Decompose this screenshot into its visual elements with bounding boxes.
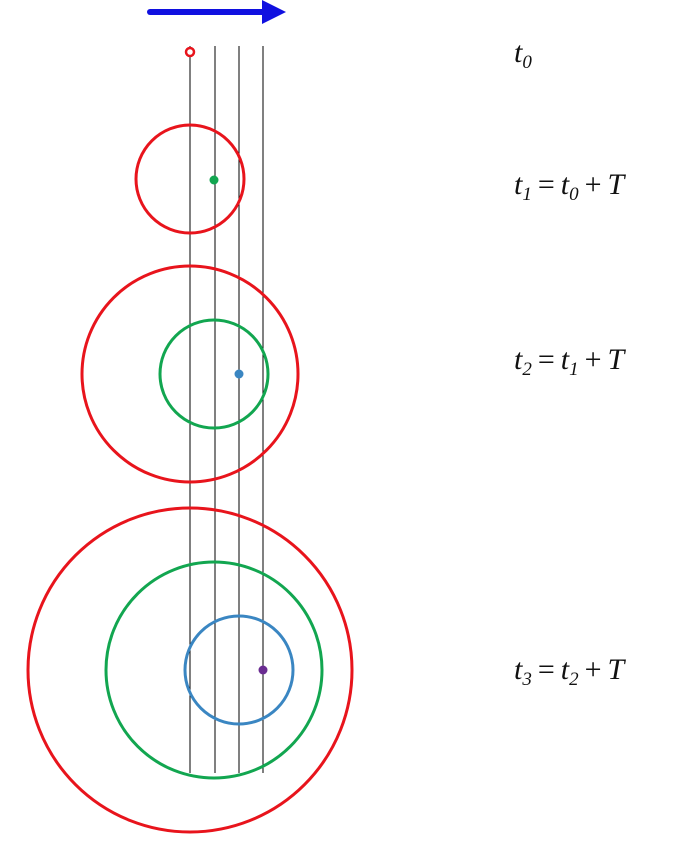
time-label-t2: t2 = t1 + T <box>514 343 625 380</box>
plus-sign: + <box>584 653 602 686</box>
label-lhs-subscript: 3 <box>522 669 532 690</box>
label-lhs-subscript: 2 <box>522 359 532 380</box>
label-lhs: t <box>514 653 523 686</box>
period-symbol: T <box>607 653 625 686</box>
row-t3 <box>26 506 354 834</box>
equals-sign: = <box>537 168 555 201</box>
time-label-t0: t0 <box>514 36 532 73</box>
row-t1 <box>134 123 246 235</box>
label-base: t <box>514 36 523 69</box>
wavefront-from-t0 <box>134 123 246 235</box>
motion-direction-arrow <box>147 0 286 24</box>
guide-lines <box>189 46 264 773</box>
label-lhs-subscript: 1 <box>522 184 532 205</box>
wavefront-from-t1 <box>104 560 324 780</box>
plus-sign: + <box>584 168 602 201</box>
source-point-t2 <box>234 369 244 379</box>
label-rhs-subscript: 0 <box>569 184 579 205</box>
wavefront-from-t1 <box>158 318 270 430</box>
wavefront-from-t0 <box>26 506 354 834</box>
wavefront-from-t2 <box>183 614 295 726</box>
source-point-t0 <box>184 46 196 58</box>
row-t0 <box>184 46 196 58</box>
label-rhs-subscript: 2 <box>569 669 579 690</box>
label-rhs: t <box>560 653 570 686</box>
period-symbol: T <box>607 168 625 201</box>
label-rhs-subscript: 1 <box>569 359 579 380</box>
equals-sign: = <box>537 653 555 686</box>
label-rhs: t <box>560 168 570 201</box>
plus-sign: + <box>584 343 602 376</box>
arrow-head <box>262 0 286 24</box>
equals-sign: = <box>537 343 555 376</box>
label-lhs: t <box>514 168 523 201</box>
source-point-t1 <box>209 175 219 185</box>
period-symbol: T <box>607 343 625 376</box>
time-label-t1: t1 = t0 + T <box>514 168 625 205</box>
time-label-t3: t3 = t2 + T <box>514 653 625 690</box>
label-subscript: 0 <box>522 52 532 73</box>
label-lhs: t <box>514 343 523 376</box>
label-rhs: t <box>560 343 570 376</box>
wavefront-from-t0 <box>80 264 300 484</box>
source-point-t3 <box>258 665 268 675</box>
row-t2 <box>80 264 300 484</box>
